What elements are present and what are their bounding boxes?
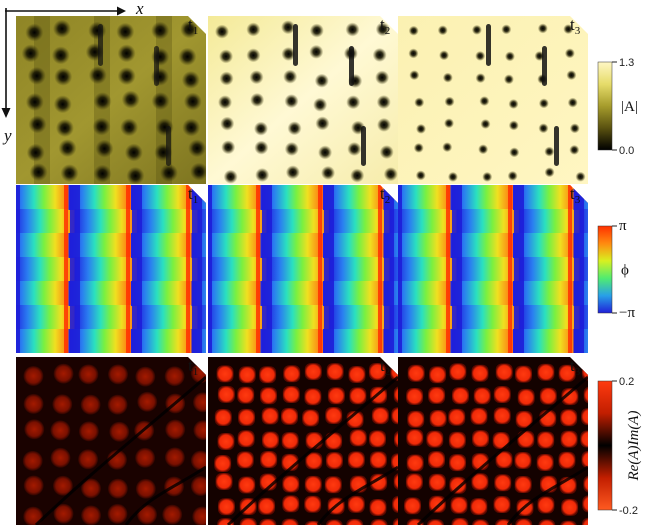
time-label-sub: 1 [193,366,199,378]
product-panel-1-time-label: t1 [188,356,198,378]
time-label-sub: 2 [385,194,391,206]
time-label-sub: 1 [193,25,199,37]
product-colorbar-label: Re(A)Im(A) [626,411,642,482]
amplitude-panel-1: t1 [16,15,206,184]
time-label-t: t [570,184,575,203]
x-axis-label: x [135,0,144,18]
product-colorbar-min: -0.2 [619,505,638,517]
product-colorbar-max: 0.2 [619,376,634,388]
amplitude-colorbar: 1.3 0.0 |A| [597,57,638,157]
product-panel-2: t2 [208,356,398,525]
amplitude-colorbar-min: 0.0 [619,145,634,157]
phase-colorbar: π −π ϕ [597,218,635,321]
time-label-sub: 3 [575,366,581,378]
time-label-sub: 2 [385,366,391,378]
time-label-sub: 3 [575,25,581,37]
amplitude-panel-3-time-label: t3 [570,15,581,37]
time-label-t: t [570,356,575,375]
y-axis-label: y [2,126,12,145]
phase-colorbar-label: ϕ [621,263,629,279]
amplitude-panel-2-time-label: t2 [380,15,390,37]
time-label-t: t [188,15,193,34]
amplitude-panel-2: t2 [208,15,398,184]
amplitude-panel-1-time-label: t1 [188,15,198,37]
phase-panel-2-time-label: t2 [380,184,390,206]
phase-panel-3: t3 [398,184,588,353]
amplitude-colorbar-max: 1.3 [619,57,634,69]
axis-arrows: x y [1,0,144,145]
product-panel-1: t1 [16,356,206,525]
product-colorbar: 0.2 -0.2 Re(A)Im(A) [597,376,642,517]
product-panel-3: t3 [398,356,588,525]
time-label-t: t [188,184,193,203]
product-panel-2-time-label: t2 [380,356,390,378]
phase-panel-2: t2 [208,184,398,353]
time-label-t: t [380,356,385,375]
time-label-sub: 3 [575,194,581,206]
amplitude-panel-3: t3 [398,15,588,184]
time-label-t: t [188,356,193,375]
time-label-t: t [380,15,385,34]
phase-colorbar-min: −π [619,305,635,321]
amplitude-colorbar-label: |A| [621,99,638,115]
time-label-t: t [570,15,575,34]
time-label-t: t [380,184,385,203]
phase-panel-3-time-label: t3 [570,184,581,206]
phase-panel-1-time-label: t1 [188,184,198,206]
phase-panel-1: t1 [16,184,206,353]
time-label-sub: 1 [193,194,199,206]
time-label-sub: 2 [385,25,391,37]
phase-colorbar-max: π [619,218,627,234]
product-panel-3-time-label: t3 [570,356,581,378]
